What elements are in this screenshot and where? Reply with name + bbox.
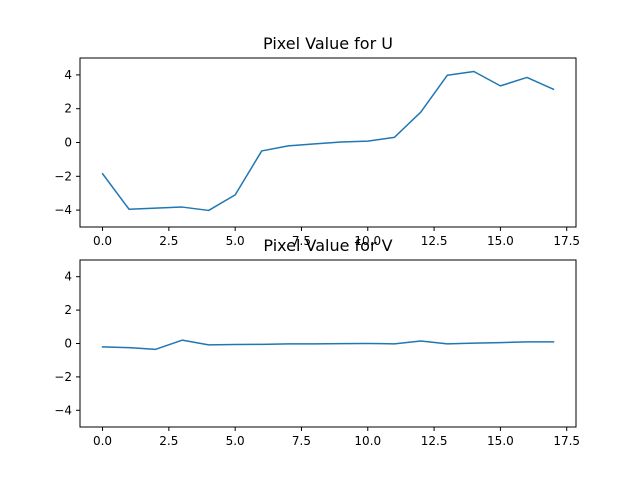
x-tick-label: 5.0 xyxy=(226,434,245,448)
x-tick-label: 0.0 xyxy=(93,434,112,448)
y-tick-label: 2 xyxy=(64,102,72,116)
x-tick-label: 17.5 xyxy=(553,234,580,248)
series-line-0-0 xyxy=(101,70,555,212)
x-tick-label: 2.5 xyxy=(159,434,178,448)
x-tick-label: 0.0 xyxy=(93,234,112,248)
y-tick-label: 4 xyxy=(64,270,72,284)
x-tick-label: 7.5 xyxy=(292,434,311,448)
x-tick-label: 10.0 xyxy=(354,434,381,448)
x-tick-label: 12.5 xyxy=(421,234,448,248)
y-tick-label: 0 xyxy=(64,136,72,150)
series-line-1-0 xyxy=(101,339,555,351)
y-tick-label: −4 xyxy=(54,403,72,417)
subplot-u: 0.0 2.5 5.0 7.5 10.0 12.5 15.0 17.5 −4 −2 0 2 4 Pixel… xyxy=(54,34,580,248)
x-tick-label: 15.0 xyxy=(487,434,514,448)
x-tick-label: 2.5 xyxy=(159,234,178,248)
y-tick-label: 2 xyxy=(64,303,72,317)
y-tick-label: 4 xyxy=(64,68,72,82)
y-tick-label: −2 xyxy=(54,169,72,183)
chart-title: Pixel Value for V xyxy=(263,236,392,255)
x-tick-label: 17.5 xyxy=(553,434,580,448)
x-tick-label: 10.0 xyxy=(354,234,381,248)
x-tick-label: 12.5 xyxy=(421,434,448,448)
x-tick-label: 15.0 xyxy=(487,234,514,248)
y-tick-label: −2 xyxy=(54,370,72,384)
subplot-v: 0.0 2.5 5.0 7.5 10.0 12.5 15.0 17.5 −4 −2 0 2 4 Pixel… xyxy=(54,236,580,448)
y-tick-label: 0 xyxy=(64,337,72,351)
chart-title: Pixel Value for U xyxy=(263,34,393,53)
y-tick-label: −4 xyxy=(54,203,72,217)
x-tick-label: 7.5 xyxy=(292,234,311,248)
x-tick-label: 5.0 xyxy=(226,234,245,248)
